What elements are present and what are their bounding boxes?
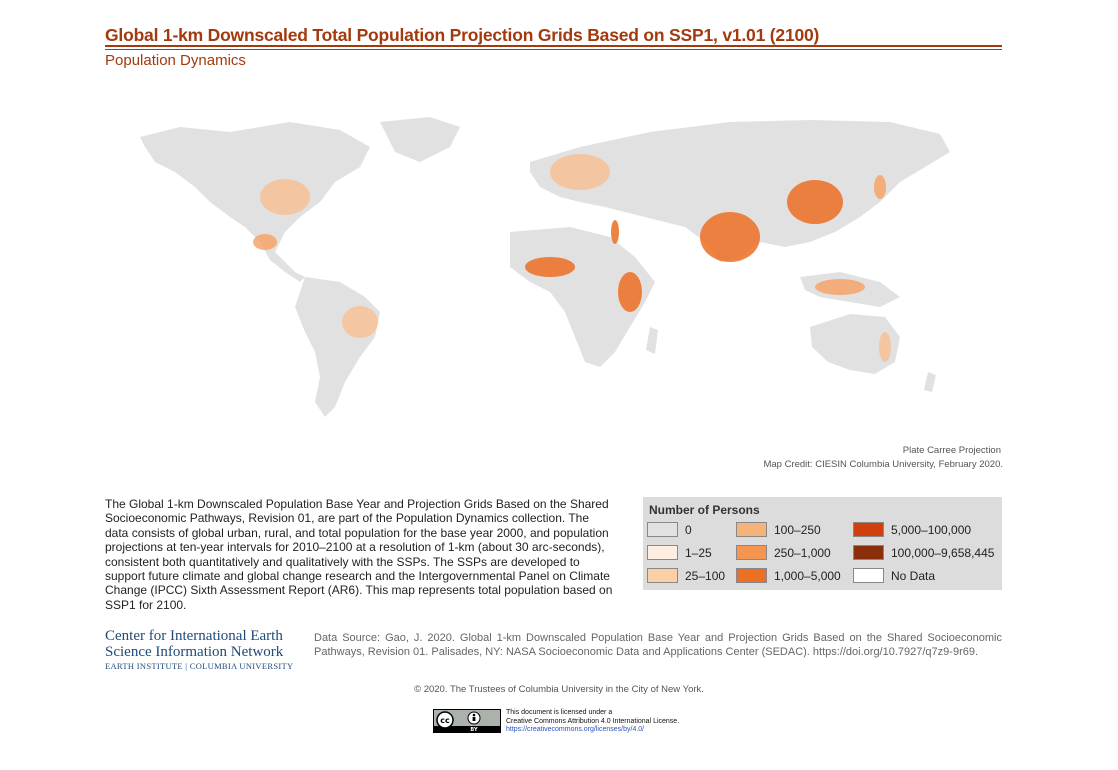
logo-line-2: Science Information Network xyxy=(105,643,284,660)
population-east-australia xyxy=(879,332,891,362)
legend-item-0: 0 xyxy=(647,522,692,537)
population-east-africa xyxy=(618,272,642,312)
population-mexico xyxy=(253,234,277,250)
legend-swatch xyxy=(853,545,884,560)
map-subtitle: Population Dynamics xyxy=(105,52,246,69)
legend-label: 100,000–9,658,445 xyxy=(891,545,995,560)
central-america xyxy=(260,242,305,282)
north-america xyxy=(140,122,370,252)
legend-item-6: 5,000–100,000 xyxy=(853,522,971,537)
legend-title: Number of Persons xyxy=(649,503,760,517)
legend-item-2: 25–100 xyxy=(647,568,725,583)
license-line-1: This document is licensed under a xyxy=(506,709,613,716)
legend-item-8: No Data xyxy=(853,568,935,583)
map-description: The Global 1-km Downscaled Population Ba… xyxy=(105,497,613,612)
legend-swatch xyxy=(853,522,884,537)
legend-label: 1,000–5,000 xyxy=(774,568,841,583)
legend-item-7: 100,000–9,658,445 xyxy=(853,545,994,560)
data-source: Data Source: Gao, J. 2020. Global 1-km D… xyxy=(314,632,1002,658)
license-text: This document is licensed under a Creati… xyxy=(506,709,679,735)
title-rule xyxy=(105,45,1002,47)
world-population-map xyxy=(140,117,950,417)
legend-label: 5,000–100,000 xyxy=(891,522,972,537)
logo-line-1: Center for International Earth xyxy=(105,628,283,644)
madagascar xyxy=(646,327,658,354)
legend-item-5: 1,000–5,000 xyxy=(736,568,841,583)
legend-label: 100–250 xyxy=(774,522,821,537)
map-credit: Map Credit: CIESIN Columbia University, … xyxy=(763,459,1003,470)
population-indonesia xyxy=(815,279,865,295)
legend-item-1: 1–25 xyxy=(647,545,712,560)
logo-line-3: EARTH INSTITUTE | COLUMBIA UNIVERSITY xyxy=(105,661,294,671)
legend-item-3: 100–250 xyxy=(736,522,821,537)
map-title: Global 1-km Downscaled Total Population … xyxy=(105,25,820,45)
legend-label: 0 xyxy=(685,522,692,537)
legend-label: 25–100 xyxy=(685,568,726,583)
australia xyxy=(810,314,900,374)
population-east-china xyxy=(787,180,843,224)
cc-by-badge: cc BY xyxy=(433,709,501,733)
population-brazil xyxy=(342,306,378,338)
new-zealand xyxy=(924,372,936,392)
legend-swatch xyxy=(647,522,678,537)
population-nile xyxy=(611,220,619,244)
legend-item-4: 250–1,000 xyxy=(736,545,831,560)
legend-swatch xyxy=(736,522,767,537)
eurasia xyxy=(530,120,950,262)
legend-swatch xyxy=(647,568,678,583)
population-density xyxy=(253,154,891,362)
title-rule-thin xyxy=(105,49,1002,50)
population-japan xyxy=(874,175,886,199)
cc-label: cc xyxy=(440,716,450,725)
legend-label: 1–25 xyxy=(685,545,712,560)
cc-by-icon: cc BY xyxy=(434,710,500,733)
legend-swatch xyxy=(647,545,678,560)
greenland xyxy=(380,117,460,162)
legend-swatch xyxy=(853,568,884,583)
ciesin-logo: Center for International Earth Science I… xyxy=(105,628,284,660)
license-link[interactable]: https://creativecommons.org/licenses/by/… xyxy=(506,726,645,733)
legend-label: 250–1,000 xyxy=(774,545,831,560)
by-label: BY xyxy=(470,727,478,732)
population-europe xyxy=(550,154,610,190)
population-eastern-us xyxy=(260,179,310,215)
copyright: © 2020. The Trustees of Columbia Univers… xyxy=(414,684,704,695)
projection-note: Plate Carree Projection xyxy=(902,445,1001,456)
population-west-africa xyxy=(525,257,575,277)
legend-label: No Data xyxy=(891,568,936,583)
legend: Number of Persons 0 1–25 25–100 100–250 … xyxy=(643,497,1002,590)
license-line-2: Creative Commons Attribution 4.0 Interna… xyxy=(506,717,680,725)
legend-swatch xyxy=(736,568,767,583)
legend-swatch xyxy=(736,545,767,560)
population-south-asia xyxy=(700,212,760,262)
south-america xyxy=(295,277,380,417)
